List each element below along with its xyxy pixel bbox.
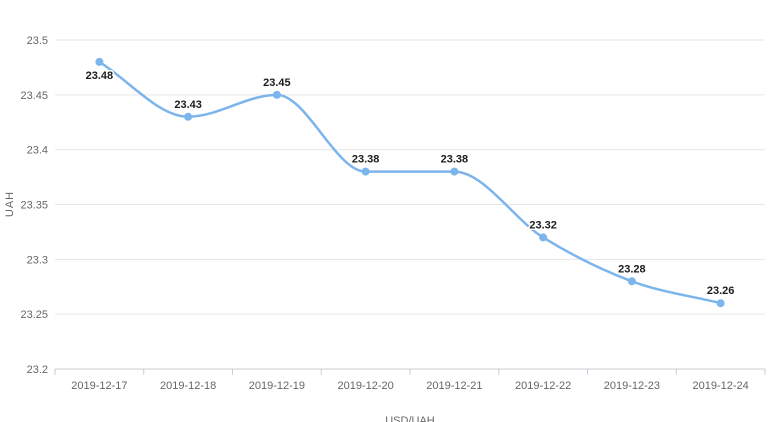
x-axis: 2019-12-17 2019-12-18 2019-12-19 2019-12-20… bbox=[54, 368, 766, 392]
y-tick-label: 23.45 bbox=[20, 90, 48, 102]
rate-line-series bbox=[98, 60, 722, 305]
y-tick-label: 23.3 bbox=[27, 254, 48, 266]
y-tick-label: 23.25 bbox=[20, 309, 48, 321]
data-point-marker[interactable] bbox=[184, 112, 193, 121]
y-tick-label: 23.4 bbox=[27, 145, 48, 157]
data-point-label: 23.48 bbox=[86, 70, 114, 82]
series-markers bbox=[95, 57, 725, 308]
data-point-label: 23.38 bbox=[441, 154, 469, 166]
y-tick-label: 23.5 bbox=[27, 35, 48, 47]
data-point-label: 23.45 bbox=[263, 77, 291, 89]
y-axis: 23.2 23.25 23.3 23.35 23.4 23.45 23.5 bbox=[20, 35, 48, 376]
data-point-label: 23.32 bbox=[529, 219, 557, 231]
x-tick-label: 2019-12-19 bbox=[249, 380, 305, 392]
data-point-label: 23.43 bbox=[174, 99, 202, 111]
data-point-marker[interactable] bbox=[450, 167, 459, 176]
data-point-label: 23.28 bbox=[618, 263, 646, 275]
series-line bbox=[98, 60, 722, 305]
data-point-label: 23.38 bbox=[352, 154, 380, 166]
x-axis-title: USD/UAH bbox=[385, 415, 435, 422]
x-tick-label: 2019-12-18 bbox=[160, 380, 216, 392]
x-tick-label: 2019-12-17 bbox=[71, 380, 127, 392]
data-point-marker[interactable] bbox=[716, 299, 725, 308]
data-point-label: 23.26 bbox=[707, 285, 735, 297]
x-tick-label: 2019-12-20 bbox=[337, 380, 393, 392]
x-tick-label: 2019-12-24 bbox=[692, 380, 748, 392]
x-tick-label: 2019-12-23 bbox=[604, 380, 660, 392]
data-point-marker[interactable] bbox=[95, 57, 104, 66]
data-point-marker[interactable] bbox=[272, 90, 281, 99]
y-tick-label: 23.2 bbox=[27, 364, 48, 376]
data-point-marker[interactable] bbox=[539, 233, 548, 242]
y-axis-title: UAH bbox=[4, 191, 16, 217]
data-point-marker[interactable] bbox=[361, 167, 370, 176]
x-tick-label: 2019-12-21 bbox=[426, 380, 482, 392]
y-tick-label: 23.35 bbox=[20, 200, 48, 212]
data-labels: 23.48 23.43 23.45 23.38 23.38 23.32 23.28 23.26 bbox=[84, 68, 736, 298]
data-point-marker[interactable] bbox=[627, 277, 636, 286]
gridlines bbox=[55, 39, 765, 315]
x-tick-label: 2019-12-22 bbox=[515, 380, 571, 392]
